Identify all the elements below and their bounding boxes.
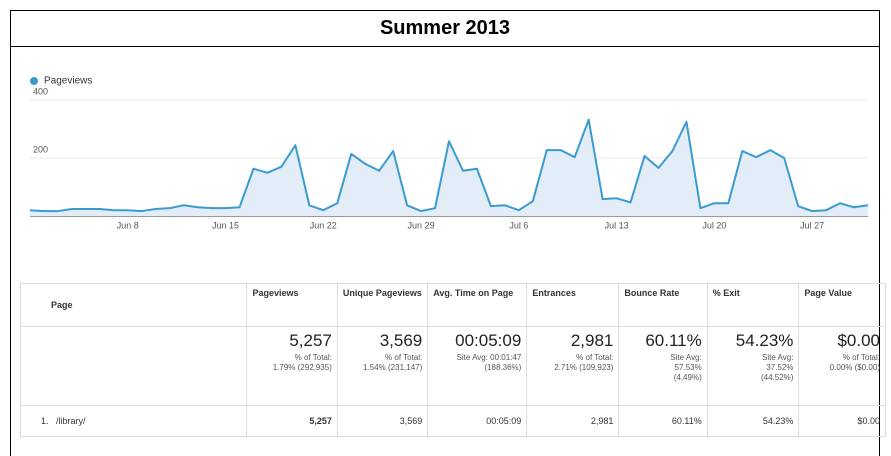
summary-value: 2,981	[570, 331, 614, 350]
x-tick-label: Jun 29	[408, 220, 435, 230]
value-cell: 60.11%	[618, 405, 708, 437]
summary-cell: 60.11% Site Avg: 57.53% (4.49%)	[618, 326, 708, 406]
summary-value: 3,569	[379, 331, 423, 350]
summary-blank	[19, 326, 248, 406]
column-header: Bounce Rate	[618, 283, 708, 327]
x-tick-label: Jul 13	[605, 220, 629, 230]
value-cell: 2,981	[526, 405, 620, 437]
summary-note: % of Total:	[294, 353, 332, 362]
page-link[interactable]: /library/	[56, 416, 86, 426]
legend-label: Pageviews	[44, 76, 92, 87]
summary-note: 2.71% (109,923)	[554, 363, 614, 372]
x-tick-label: Jul 27	[800, 220, 824, 230]
summary-row: 5,257% of Total: 1.79% (292,935) 3,569% of…	[19, 326, 886, 406]
x-tick-label: Jun 8	[117, 220, 139, 230]
column-header: % Exit	[706, 283, 800, 327]
area	[30, 119, 868, 216]
column-header: Entrances	[526, 283, 620, 327]
summary-note: (4.49%)	[673, 373, 702, 382]
y-tick-label: 400	[33, 86, 48, 96]
value-cell: 00:05:09	[427, 405, 528, 437]
summary-note: 1.54% (231,147)	[363, 363, 423, 372]
summary-note: % of Total:	[385, 353, 423, 362]
value-cell: 54.23%	[706, 405, 800, 437]
y-tick-label: 200	[33, 144, 48, 154]
title: Summer 2013	[10, 10, 880, 47]
summary-cell: 54.23% Site Avg: 37.52% (44.52%)	[706, 326, 800, 406]
summary-cell: 00:05:09 Site Avg: 00:01:47 (188.36%)	[427, 326, 528, 406]
x-tick-label: Jun 15	[212, 220, 239, 230]
summary-value: 00:05:09	[455, 331, 522, 350]
x-tick-label: Jul 6	[509, 220, 528, 230]
summary-note: Site Avg: 00:01:47	[456, 353, 522, 362]
value-cell: 3,569	[336, 405, 429, 437]
summary-note: Site Avg:	[670, 353, 702, 362]
page-cell: 1. /library/	[19, 405, 248, 437]
summary-cell: $0.00 % of Total: 0.00% ($0.00)	[798, 326, 886, 406]
row-index: 1.	[41, 416, 49, 426]
column-header: Pageviews	[246, 283, 338, 327]
summary-note: (44.52%)	[760, 373, 794, 382]
summary-value: 5,257	[289, 331, 332, 350]
column-header: Avg. Time on Page	[427, 283, 528, 327]
x-tick-label: Jul 20	[702, 220, 726, 230]
value-cell: 5,257	[246, 405, 338, 437]
summary-note: % of Total:	[576, 353, 614, 362]
header-row: Page Pageviews Unique Pageviews Avg. Time o…	[19, 283, 886, 327]
summary-cell: 2,981 % of Total: 2.71% (109,923)	[526, 326, 620, 406]
summary-note: 0.00% ($0.00)	[829, 363, 880, 372]
summary-cell: 5,257 % of Total: 1.79% (292,935)	[246, 326, 338, 406]
data-row: 1. /library/5,257 3,569 00:05:09 2,981 60.11…	[19, 405, 886, 437]
x-tick-label: Jun 22	[310, 220, 337, 230]
summary-note: 1.79% (292,935)	[272, 363, 332, 372]
data-table: Page Pageviews Unique Pageviews Avg. Time o…	[19, 283, 886, 437]
chart: 200 400 Jun 8 Jun 15 Jun 22 Jun 29 Jul 6 Jul 13…	[29, 76, 869, 230]
summary-value: $0.00	[837, 331, 880, 350]
summary-note: 57.53%	[674, 363, 702, 372]
column-header: Page	[19, 283, 248, 327]
line	[29, 118, 869, 213]
legend-marker	[30, 77, 38, 85]
summary-cell: 3,569 % of Total: 1.54% (231,147)	[336, 326, 429, 406]
value-cell: $0.00	[798, 405, 886, 437]
summary-value: 54.23%	[735, 331, 794, 350]
column-header: Unique Pageviews	[336, 283, 429, 327]
column-header: Page Value	[798, 283, 886, 327]
summary-note: 37.52%	[766, 363, 794, 372]
summary-value: 60.11%	[645, 331, 702, 350]
summary-note: % of Total:	[842, 353, 880, 362]
summary-note: Site Avg:	[761, 353, 794, 362]
summary-note: (188.36%)	[484, 363, 522, 372]
